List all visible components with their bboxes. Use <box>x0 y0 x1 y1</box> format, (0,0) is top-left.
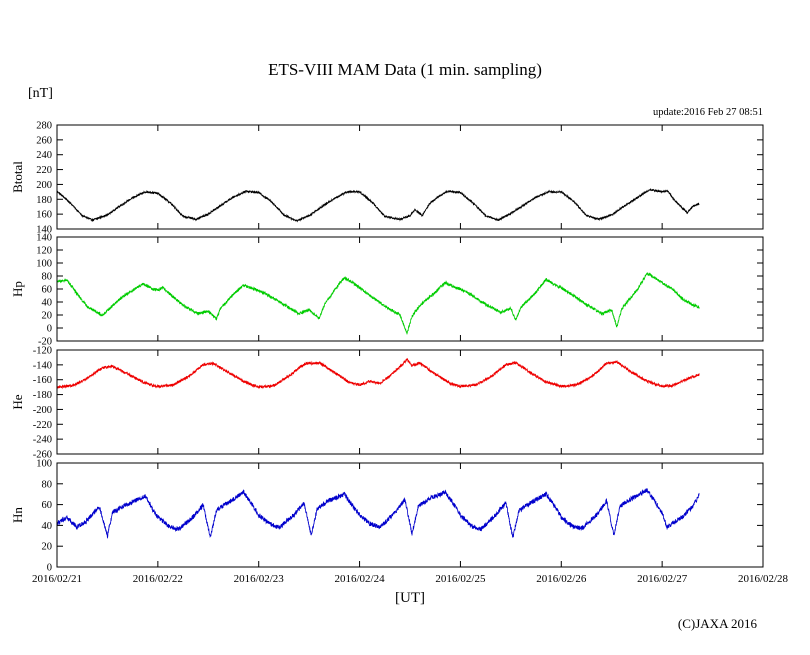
chart-title: ETS-VIII MAM Data (1 min. sampling) <box>268 60 542 79</box>
panel-border <box>56 124 764 230</box>
series-btotal <box>57 188 700 223</box>
panel-hn: 0 20 40 60 80 100 2016/02/21 2016/02/22 2016/02/… <box>32 459 789 586</box>
ytick-label: 80 <box>42 272 53 283</box>
ytick-label: 260 <box>36 135 52 146</box>
xtick-label: 2016/02/27 <box>637 573 688 585</box>
ytick-label: -180 <box>33 390 52 401</box>
ytick-label: 140 <box>36 225 52 236</box>
ytick-label: -160 <box>33 375 52 386</box>
xtick-label: 2016/02/21 <box>32 573 82 585</box>
ytick-label: 0 <box>47 324 52 335</box>
ytick-label: -20 <box>38 337 52 348</box>
ytick-label: -260 <box>33 450 52 461</box>
xtick-label: 2016/02/22 <box>133 573 183 585</box>
panel-hp: -20 0 20 40 60 80 100 120 140 <box>36 233 764 348</box>
ytick-label: 40 <box>42 521 53 532</box>
ytick-label: -120 <box>33 346 52 357</box>
ytick-label: 180 <box>36 195 52 206</box>
xtick-label: 2016/02/24 <box>335 573 386 585</box>
y-axis-label-btotal: Btotal <box>10 161 25 193</box>
ytick-label: 80 <box>42 479 53 490</box>
panel-he: -260 -240 -220 -200 -180 -160 -140 -120 <box>33 346 764 461</box>
ytick-label: 160 <box>36 210 52 221</box>
panel-border <box>56 349 764 455</box>
panel-btotal: 140 160 180 200 220 240 260 280 <box>36 121 764 236</box>
ytick-label: 60 <box>42 285 53 296</box>
ytick-label: 20 <box>42 311 53 322</box>
panel-border <box>56 236 764 342</box>
ytick-label: 40 <box>42 298 53 309</box>
ytick-label: 20 <box>42 542 53 553</box>
ytick-label: -240 <box>33 435 52 446</box>
xtick-label: 2016/02/25 <box>435 573 486 585</box>
ytick-label: 100 <box>36 259 52 270</box>
xtick-label: 2016/02/26 <box>536 573 587 585</box>
xtick-label: 2016/02/28 <box>738 573 789 585</box>
ytick-label: 100 <box>36 459 52 470</box>
series-he <box>57 357 700 390</box>
y-axis-label-he: He <box>10 394 25 410</box>
ytick-label: 220 <box>36 165 52 176</box>
panel-border <box>56 462 764 568</box>
x-axis-label: [UT] <box>395 590 425 606</box>
update-note: update:2016 Feb 27 08:51 <box>653 107 763 118</box>
ytick-label: 140 <box>36 233 52 244</box>
y-axis-label-hp: Hp <box>10 281 25 297</box>
ytick-label: 60 <box>42 500 53 511</box>
unit-label: [nT] <box>28 86 53 101</box>
y-axis-label-hn: Hn <box>10 507 25 523</box>
ytick-label: 280 <box>36 121 52 132</box>
series-hp <box>57 272 700 335</box>
ytick-label: 240 <box>36 150 52 161</box>
ytick-label: -220 <box>33 420 52 431</box>
ytick-label: 200 <box>36 180 52 191</box>
copyright-note: (C)JAXA 2016 <box>677 616 757 631</box>
ytick-label: 120 <box>36 246 52 257</box>
ytick-label: -140 <box>33 360 52 371</box>
ytick-label: 0 <box>47 563 52 574</box>
series-hn <box>57 488 700 539</box>
ytick-label: -200 <box>33 405 52 416</box>
xtick-label: 2016/02/23 <box>234 573 285 585</box>
